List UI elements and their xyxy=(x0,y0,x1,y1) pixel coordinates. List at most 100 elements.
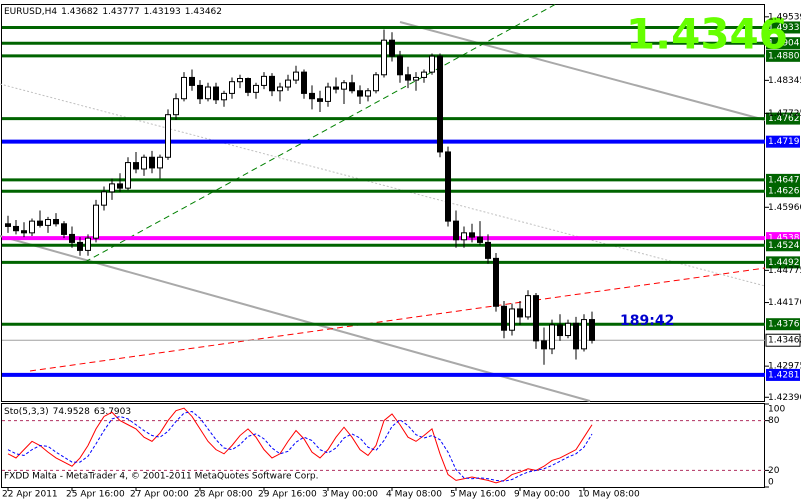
level-label: 1.45246 xyxy=(768,241,801,251)
symbol: EURUSD,H4 xyxy=(4,7,57,17)
x-tick-label: 27 Apr 00:00 xyxy=(130,490,189,500)
candles xyxy=(5,29,595,365)
y-tick-label: 1.47725 xyxy=(768,109,801,119)
candle-body xyxy=(453,220,459,241)
level-label-box xyxy=(766,318,800,331)
candle-body xyxy=(341,82,347,90)
candle-body xyxy=(189,76,195,86)
candle-body xyxy=(277,86,283,92)
candle-body xyxy=(573,322,579,350)
candle-body xyxy=(485,241,491,259)
level-label-box xyxy=(766,185,800,198)
y-tick-label: 80 xyxy=(768,416,780,426)
level-label-box xyxy=(766,37,800,50)
candle-body xyxy=(93,204,99,239)
candle-body xyxy=(477,236,483,243)
header-high: 1.43777 xyxy=(102,7,139,17)
candle-body xyxy=(517,308,523,318)
candle-body xyxy=(397,55,403,76)
candle-body xyxy=(445,151,451,222)
y-tick-label: 1.42390 xyxy=(768,393,801,403)
x-tick-label: 28 Apr 08:00 xyxy=(194,490,253,500)
chart-header: EURUSD,H4 1.43682 1.43777 1.43193 1.43462 xyxy=(4,7,222,17)
candle-body xyxy=(421,71,427,78)
y-tick-label: 0 xyxy=(768,478,774,488)
candle-body xyxy=(501,305,507,331)
indicator-k: 74.9528 xyxy=(53,407,90,417)
x-tick-label: 25 Apr 16:00 xyxy=(66,490,125,500)
x-tick-label: 22 Apr 2011 xyxy=(2,490,58,500)
candle-body xyxy=(213,86,219,101)
candle-body xyxy=(565,322,571,337)
level-label-box xyxy=(766,21,800,34)
x-tick-label: 3 May 00:00 xyxy=(322,490,378,500)
header-low: 1.43193 xyxy=(144,7,181,17)
candle-body xyxy=(229,81,235,94)
indicator-d: 63.7903 xyxy=(94,407,131,417)
x-tick-label: 9 May 00:00 xyxy=(514,490,570,500)
candle-body xyxy=(557,324,563,337)
candle-body xyxy=(333,86,339,90)
candle-body xyxy=(77,241,83,251)
level-label: 1.47627 xyxy=(768,114,801,124)
candle-body xyxy=(389,39,395,57)
candle-body xyxy=(469,232,475,238)
footer: FXDD Malta - MetaTrader 4, © 2001-2011 M… xyxy=(4,472,319,482)
candle-body xyxy=(133,162,139,170)
candle-body xyxy=(13,225,19,232)
level-label-box xyxy=(766,112,800,125)
level-label: 1.48806 xyxy=(768,51,801,61)
candle-body xyxy=(253,84,259,93)
candle-body xyxy=(29,220,35,234)
y-tick-label: 20 xyxy=(768,466,780,476)
candle-body xyxy=(85,237,91,251)
candle-body xyxy=(37,220,43,226)
x-tick-label: 4 May 08:00 xyxy=(386,490,442,500)
candle-body xyxy=(69,233,75,243)
level-label-box xyxy=(766,368,800,381)
candle-body xyxy=(125,162,131,189)
bar-timer: 189:42 xyxy=(620,313,674,329)
header-close: 1.43462 xyxy=(185,7,222,17)
level-label: 1.46475 xyxy=(768,175,801,185)
indicator-line xyxy=(7,407,593,484)
candle-body xyxy=(5,223,11,227)
level-label-box xyxy=(766,135,800,148)
header-open: 1.43682 xyxy=(61,7,98,17)
candle-body xyxy=(301,71,307,94)
candle-body xyxy=(525,295,531,318)
level-label: 1.46262 xyxy=(768,187,801,197)
candle-body xyxy=(405,74,411,81)
candle-body xyxy=(413,76,419,81)
candle-body xyxy=(53,219,59,225)
candle-body xyxy=(117,183,123,189)
channel-line xyxy=(399,21,766,121)
candle-body xyxy=(245,78,251,93)
level-label: 1.47193 xyxy=(768,137,801,147)
candle-body xyxy=(285,79,291,88)
candle-body xyxy=(317,98,323,102)
candle-body xyxy=(197,84,203,100)
candle-body xyxy=(349,82,355,92)
candle-body xyxy=(237,78,243,83)
candle-body xyxy=(381,39,387,76)
level-label: 1.43462 xyxy=(768,336,801,346)
indicator-title: Sto(5,3,3) xyxy=(4,407,49,417)
level-label: 1.49043 xyxy=(768,39,801,49)
level-label: 1.43763 xyxy=(768,320,801,330)
candle-body xyxy=(509,308,515,331)
candle-body xyxy=(541,340,547,350)
y-tick-label: 1.49539 xyxy=(768,12,801,22)
candle-body xyxy=(461,232,467,241)
sub-frame xyxy=(1,403,765,488)
x-tick-label: 10 May 08:00 xyxy=(578,490,640,500)
candle-body xyxy=(533,295,539,342)
candle-body xyxy=(221,92,227,101)
candle-body xyxy=(429,55,435,73)
candle-body xyxy=(141,156,147,170)
level-label: 1.42810 xyxy=(768,370,801,380)
